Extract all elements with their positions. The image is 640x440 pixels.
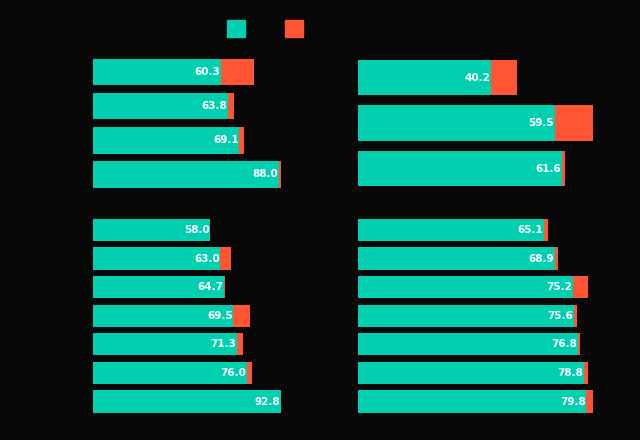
Text: 40.2: 40.2 (464, 73, 490, 83)
Bar (279, 161, 282, 187)
Text: 59.5: 59.5 (528, 118, 554, 128)
Bar (280, 390, 282, 413)
Bar (584, 362, 588, 384)
Bar (358, 60, 491, 95)
Bar (246, 362, 252, 384)
Bar (93, 333, 237, 356)
Bar (358, 333, 578, 356)
Text: 79.8: 79.8 (560, 396, 586, 407)
Bar (358, 219, 545, 241)
Text: 63.0: 63.0 (194, 253, 220, 264)
Bar (237, 333, 243, 356)
Bar (93, 276, 224, 298)
Bar (491, 60, 516, 95)
Bar (545, 219, 548, 241)
Bar (573, 276, 588, 298)
Text: 61.6: 61.6 (535, 164, 561, 174)
Bar (586, 390, 593, 413)
Bar (358, 390, 586, 413)
Text: 88.0: 88.0 (253, 169, 278, 180)
Bar (228, 93, 234, 119)
Bar (239, 127, 244, 154)
Text: 76.0: 76.0 (220, 368, 246, 378)
Text: 76.8: 76.8 (551, 339, 577, 349)
Text: 78.8: 78.8 (557, 368, 582, 378)
Bar (358, 276, 573, 298)
Text: 69.1: 69.1 (213, 135, 239, 145)
Bar (220, 247, 232, 270)
Bar (358, 151, 562, 187)
Bar (562, 151, 564, 187)
Bar (93, 219, 210, 241)
Bar (555, 106, 593, 141)
Bar (358, 247, 556, 270)
Bar (93, 247, 220, 270)
Text: 75.2: 75.2 (547, 282, 572, 292)
Bar (93, 93, 228, 119)
Text: 63.8: 63.8 (202, 101, 227, 111)
Text: 92.8: 92.8 (254, 396, 280, 407)
Text: 65.1: 65.1 (518, 225, 543, 235)
Bar (556, 247, 558, 270)
Bar (234, 304, 250, 327)
Bar (93, 161, 279, 187)
Text: 71.3: 71.3 (211, 339, 236, 349)
Text: 58.0: 58.0 (184, 225, 209, 235)
Bar (358, 304, 574, 327)
Text: 64.7: 64.7 (197, 282, 223, 292)
Bar (358, 106, 555, 141)
Bar (578, 333, 580, 356)
Bar (224, 276, 225, 298)
Bar (93, 304, 234, 327)
Text: 60.3: 60.3 (194, 67, 220, 77)
Bar (93, 127, 239, 154)
Text: 75.6: 75.6 (548, 311, 573, 321)
Bar (93, 390, 280, 413)
Bar (93, 59, 221, 85)
Text: 69.5: 69.5 (207, 311, 233, 321)
Bar (221, 59, 254, 85)
Bar (358, 362, 584, 384)
Bar (574, 304, 577, 327)
Bar (93, 362, 246, 384)
Text: 68.9: 68.9 (529, 253, 554, 264)
